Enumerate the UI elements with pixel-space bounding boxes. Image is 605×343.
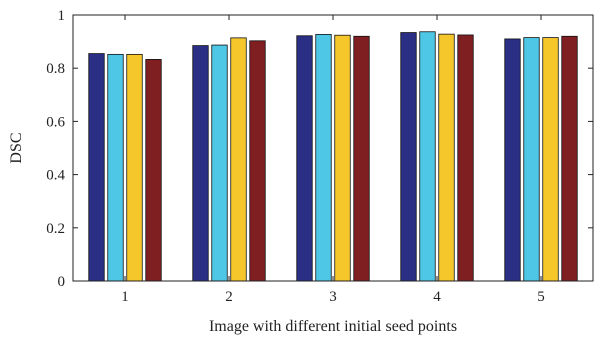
x-tick-label: 1 xyxy=(121,289,129,305)
x-tick-label: 3 xyxy=(329,289,337,305)
bar-c5-s3 xyxy=(542,37,559,282)
bar-c2-s2 xyxy=(211,44,228,282)
x-axis-label: Image with different initial seed points xyxy=(209,318,457,335)
x-ticks-group: 1 2 3 4 5 xyxy=(121,15,545,305)
y-tick-label: 0.2 xyxy=(46,221,65,237)
y-tick-label: 0.4 xyxy=(46,168,65,184)
y-tick-label: 0.8 xyxy=(46,61,65,77)
y-tick-label: 0.6 xyxy=(46,114,65,130)
bar-c2-s3 xyxy=(230,37,247,282)
bar-c1-s4 xyxy=(145,59,162,282)
x-tick-label: 5 xyxy=(537,289,545,305)
bar-c3-s3 xyxy=(334,34,351,282)
bar-c4-s2 xyxy=(419,31,436,282)
bar-c2-s4 xyxy=(249,40,266,282)
bar-c4-s1 xyxy=(400,32,417,282)
bar-c5-s4 xyxy=(561,35,578,282)
bar-c3-s2 xyxy=(315,34,332,282)
bar-c1-s3 xyxy=(126,53,143,282)
bar-c4-s4 xyxy=(457,34,474,282)
bar-c1-s2 xyxy=(107,53,124,282)
y-ticks-group: 0 0.2 0.4 0.6 0.8 1 xyxy=(46,8,593,290)
bar-c1-s1 xyxy=(88,53,105,282)
x-tick-label: 2 xyxy=(225,289,233,305)
bar-c3-s4 xyxy=(353,35,370,282)
bar-c4-s3 xyxy=(438,33,455,282)
y-tick-label: 0 xyxy=(58,274,66,290)
bar-c5-s2 xyxy=(523,37,540,282)
bar-c5-s1 xyxy=(504,38,521,282)
bar-c2-s1 xyxy=(192,45,209,282)
x-tick-label: 4 xyxy=(433,289,441,305)
bars-group xyxy=(88,31,578,282)
bar-c3-s1 xyxy=(296,35,313,282)
y-axis-label: DSC xyxy=(8,132,25,163)
y-tick-label: 1 xyxy=(58,8,66,24)
